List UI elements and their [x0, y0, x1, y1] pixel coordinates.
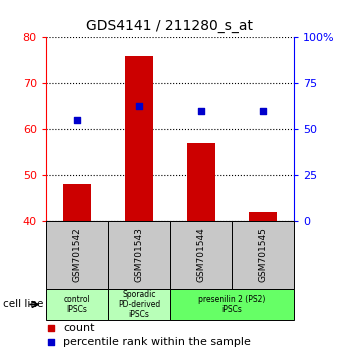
- Text: control
IPSCs: control IPSCs: [64, 295, 90, 314]
- Point: [74, 117, 80, 123]
- Bar: [187, 143, 215, 221]
- Bar: [46, 221, 108, 289]
- Text: percentile rank within the sample: percentile rank within the sample: [63, 337, 251, 347]
- Point: [136, 103, 142, 109]
- Text: GSM701545: GSM701545: [259, 227, 268, 282]
- Bar: [170, 289, 294, 320]
- Bar: [249, 212, 277, 221]
- Bar: [46, 289, 108, 320]
- Bar: [170, 221, 232, 289]
- Text: GSM701542: GSM701542: [72, 228, 81, 282]
- Point: [212, 287, 218, 292]
- Title: GDS4141 / 211280_s_at: GDS4141 / 211280_s_at: [86, 19, 254, 33]
- Text: GSM701543: GSM701543: [135, 227, 143, 282]
- Bar: [108, 221, 170, 289]
- Bar: [232, 221, 294, 289]
- Text: GSM701544: GSM701544: [197, 228, 205, 282]
- Bar: [63, 184, 91, 221]
- Text: Sporadic
PD-derived
iPSCs: Sporadic PD-derived iPSCs: [118, 290, 160, 319]
- Point: [212, 163, 218, 169]
- Text: presenilin 2 (PS2)
iPSCs: presenilin 2 (PS2) iPSCs: [198, 295, 266, 314]
- Bar: [108, 289, 170, 320]
- Text: cell line: cell line: [3, 299, 44, 309]
- Point: [260, 108, 266, 114]
- Bar: [125, 56, 153, 221]
- Point: [198, 108, 204, 114]
- Text: count: count: [63, 323, 95, 333]
